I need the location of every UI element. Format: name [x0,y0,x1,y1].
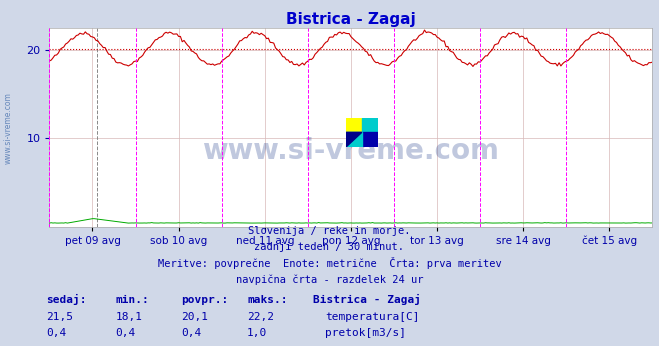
Text: www.si-vreme.com: www.si-vreme.com [202,137,500,165]
Text: temperatura[C]: temperatura[C] [325,312,419,322]
Bar [362,118,378,133]
Text: 0,4: 0,4 [46,328,67,338]
Text: navpična črta - razdelek 24 ur: navpična črta - razdelek 24 ur [236,275,423,285]
Text: sedaj:: sedaj: [46,294,86,305]
Text: Bistrica - Zagaj: Bistrica - Zagaj [313,294,421,305]
Text: 18,1: 18,1 [115,312,142,322]
Text: Meritve: povprečne  Enote: metrične  Črta: prva meritev: Meritve: povprečne Enote: metrične Črta:… [158,257,501,269]
Polygon shape [346,133,362,147]
Bar [362,133,378,147]
Title: Bistrica - Zagaj: Bistrica - Zagaj [286,11,416,27]
Text: 21,5: 21,5 [46,312,73,322]
Bar [346,118,362,133]
Text: 20,1: 20,1 [181,312,208,322]
Text: 22,2: 22,2 [247,312,274,322]
Polygon shape [346,133,362,147]
Text: min.:: min.: [115,295,149,305]
Text: pretok[m3/s]: pretok[m3/s] [325,328,406,338]
Text: povpr.:: povpr.: [181,295,229,305]
Text: 1,0: 1,0 [247,328,268,338]
Text: 0,4: 0,4 [181,328,202,338]
Text: zadnji teden / 30 minut.: zadnji teden / 30 minut. [254,242,405,252]
Text: Slovenija / reke in morje.: Slovenija / reke in morje. [248,226,411,236]
Text: 0,4: 0,4 [115,328,136,338]
Text: www.si-vreme.com: www.si-vreme.com [3,92,13,164]
Text: maks.:: maks.: [247,295,287,305]
